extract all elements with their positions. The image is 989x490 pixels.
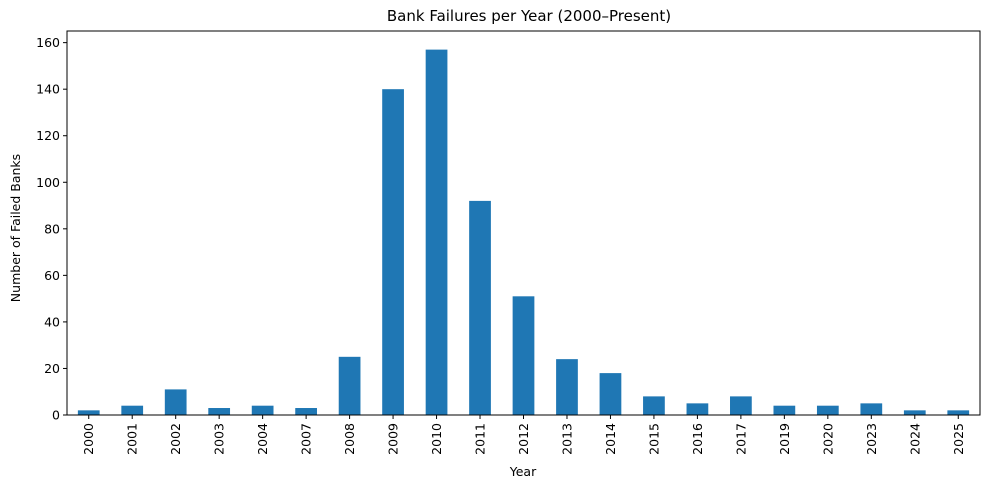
x-tick-label: 2016 bbox=[690, 423, 705, 455]
y-tick-label: 160 bbox=[36, 35, 60, 50]
y-tick-label: 40 bbox=[44, 314, 60, 329]
x-tick-label: 2003 bbox=[212, 423, 227, 455]
y-axis: 0 20 40 60 80 100 120 140 160 bbox=[36, 35, 67, 423]
bar-2025 bbox=[947, 410, 970, 415]
x-tick-label: 2024 bbox=[907, 423, 922, 455]
bar-2003 bbox=[208, 408, 231, 415]
bar-2014 bbox=[599, 373, 622, 415]
bar-2019 bbox=[773, 405, 796, 415]
x-tick-label: 2002 bbox=[168, 423, 183, 455]
x-tick-label: 2012 bbox=[516, 423, 531, 455]
y-tick-label: 0 bbox=[52, 408, 60, 423]
bar-2013 bbox=[556, 359, 578, 415]
x-tick-label: 2015 bbox=[646, 423, 661, 455]
bars-group bbox=[77, 49, 970, 415]
bar-2017 bbox=[730, 396, 752, 415]
y-tick-label: 100 bbox=[36, 175, 60, 190]
x-tick-label: 2023 bbox=[864, 423, 879, 455]
x-tick-label: 2008 bbox=[342, 423, 357, 455]
x-tick-label: 2013 bbox=[559, 423, 574, 455]
bar-2002 bbox=[164, 389, 187, 415]
bar-2016 bbox=[686, 403, 709, 415]
bar-2001 bbox=[121, 405, 144, 415]
y-axis-label: Number of Failed Banks bbox=[8, 154, 23, 302]
x-tick-label: 2010 bbox=[429, 423, 444, 455]
x-tick-label: 2020 bbox=[820, 423, 835, 455]
x-tick-label: 2019 bbox=[777, 423, 792, 455]
x-tick-label: 2004 bbox=[255, 423, 270, 455]
y-tick-label: 120 bbox=[36, 128, 60, 143]
bar-2004 bbox=[251, 405, 274, 415]
x-tick-label: 2000 bbox=[81, 423, 96, 455]
bar-2009 bbox=[382, 89, 404, 415]
x-tick-label: 2011 bbox=[473, 423, 488, 455]
x-axis-label: Year bbox=[509, 464, 537, 479]
y-tick-label: 80 bbox=[44, 221, 60, 236]
x-tick-label: 2007 bbox=[299, 423, 314, 455]
bar-2007 bbox=[295, 408, 317, 415]
x-tick-label: 2014 bbox=[603, 423, 618, 455]
y-tick-label: 20 bbox=[44, 361, 60, 376]
bar-2000 bbox=[77, 410, 100, 415]
bar-2020 bbox=[816, 405, 839, 415]
x-tick-label: 2001 bbox=[125, 423, 140, 455]
x-tick-label: 2009 bbox=[386, 423, 401, 455]
chart-title: Bank Failures per Year (2000–Present) bbox=[387, 7, 671, 25]
x-tick-label: 2025 bbox=[951, 423, 966, 455]
bar-2011 bbox=[469, 200, 491, 415]
bar-2015 bbox=[643, 396, 665, 415]
x-axis: 2000 2001 2002 2003 2004 2007 2008 2009 2010 2011… bbox=[81, 415, 966, 455]
y-tick-label: 60 bbox=[44, 268, 60, 283]
bar-2024 bbox=[903, 410, 926, 415]
bar-2008 bbox=[338, 356, 361, 415]
x-tick-label: 2017 bbox=[733, 423, 748, 455]
bar-2023 bbox=[860, 403, 883, 415]
y-tick-label: 140 bbox=[36, 82, 60, 97]
bar-2010 bbox=[425, 49, 448, 415]
plot-frame bbox=[66, 30, 981, 416]
bar-2012 bbox=[512, 296, 535, 415]
